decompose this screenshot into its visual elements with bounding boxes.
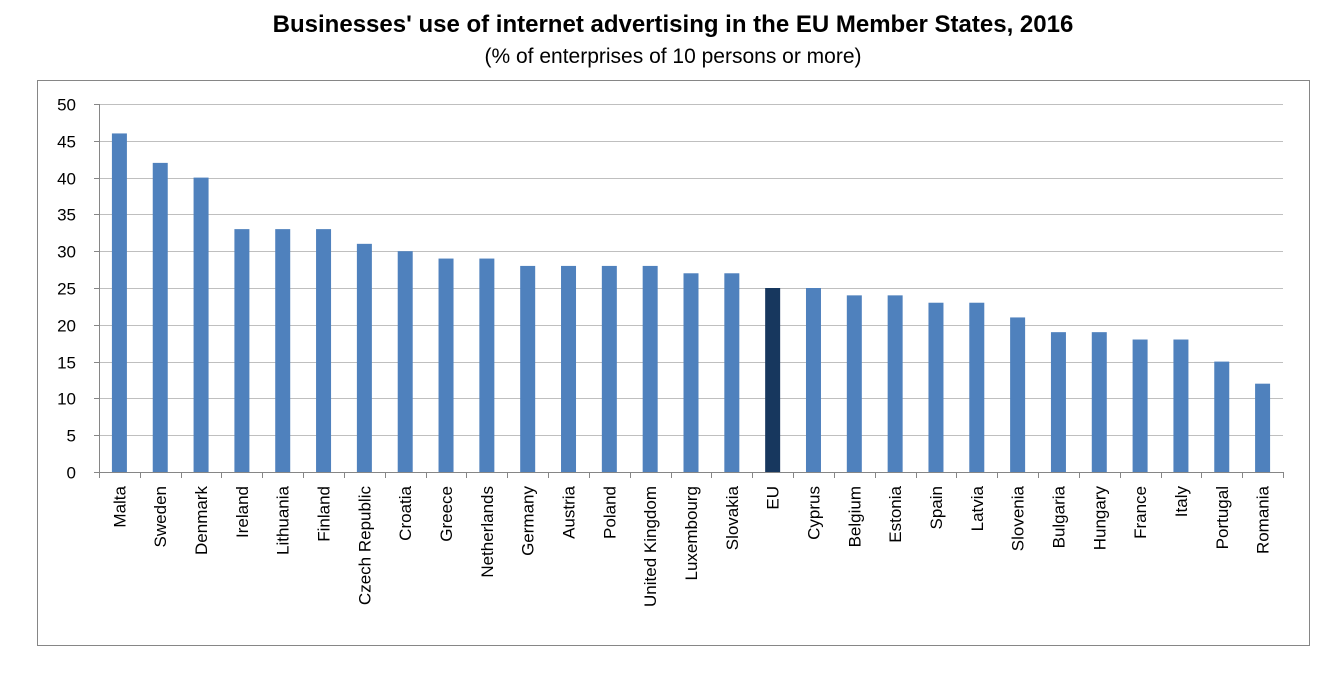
bar-austria	[561, 265, 577, 472]
bar-malta	[111, 133, 127, 472]
x-tick-label: Portugal	[1213, 486, 1232, 549]
bar-denmark	[193, 177, 209, 472]
x-tick-label: Slovenia	[1009, 485, 1028, 551]
x-tick-label: Belgium	[845, 486, 864, 547]
x-tick-label: Finland	[315, 486, 334, 542]
bar-lithuania	[275, 229, 291, 472]
x-tick-label: Romania	[1254, 485, 1273, 554]
y-tick-label: 50	[57, 96, 76, 115]
x-tick-label: United Kingdom	[641, 486, 660, 607]
x-tick-label: Estonia	[886, 485, 905, 542]
bar-eu	[765, 288, 781, 472]
x-tick-label: Greece	[437, 486, 456, 542]
bar-spain	[928, 302, 944, 472]
y-tick-label: 20	[57, 317, 76, 336]
x-tick-label: Hungary	[1090, 486, 1109, 551]
x-tick-label: Denmark	[192, 486, 211, 555]
bar-latvia	[969, 302, 985, 472]
bar-belgium	[846, 295, 862, 472]
bars	[111, 133, 1271, 472]
y-tick-label: 5	[67, 427, 76, 446]
bar-italy	[1173, 339, 1189, 472]
bar-finland	[316, 229, 332, 472]
x-tick-label: Croatia	[396, 485, 415, 540]
bar-slovakia	[724, 273, 740, 472]
x-tick-label: Italy	[1172, 486, 1191, 518]
bar-romania	[1255, 383, 1271, 472]
x-tick-label: Czech Republic	[355, 486, 374, 606]
bar-united-kingdom	[642, 265, 658, 472]
x-tick-label: Austria	[560, 485, 579, 538]
bar-poland	[601, 265, 617, 472]
chart-frame	[37, 80, 1310, 646]
x-tick-label: Ireland	[233, 486, 252, 538]
x-tick-label: Germany	[519, 486, 538, 556]
x-tick-label: EU	[764, 486, 783, 510]
x-tick-label: Lithuania	[274, 485, 293, 555]
x-tick-label: Sweden	[151, 486, 170, 547]
bar-greece	[438, 258, 454, 472]
bar-cyprus	[805, 288, 821, 472]
x-tick-label: Malta	[110, 485, 129, 527]
x-tick-label: Cyprus	[804, 486, 823, 540]
bar-hungary	[1091, 332, 1107, 472]
bar-bulgaria	[1050, 332, 1066, 472]
y-tick-label: 35	[57, 206, 76, 225]
y-tick-label: 0	[67, 464, 76, 483]
bar-slovenia	[1010, 317, 1026, 472]
chart-subtitle: (% of enterprises of 10 persons or more)	[484, 45, 862, 68]
x-tick-label: Netherlands	[478, 486, 497, 578]
axes	[94, 104, 1284, 478]
y-tick-labels: 0 5 10 15 20 25 30 35 40 45 50	[57, 96, 76, 483]
bar-sweden	[152, 162, 168, 472]
y-tick-label: 45	[57, 133, 76, 152]
bar-portugal	[1214, 361, 1230, 472]
y-tick-label: 15	[57, 354, 76, 373]
bar-ireland	[234, 229, 250, 472]
x-tick-label: Bulgaria	[1049, 485, 1068, 548]
y-tick-label: 10	[57, 390, 76, 409]
bar-czech-republic	[356, 243, 372, 472]
x-tick-label: Slovakia	[723, 485, 742, 550]
x-tick-label: Luxembourg	[682, 486, 701, 581]
y-tick-label: 30	[57, 243, 76, 262]
chart-title: Businesses' use of internet advertising …	[272, 11, 1074, 38]
bar-france	[1132, 339, 1148, 472]
x-tick-labels: Malta Sweden Denmark Ireland Lithuania Finlan…	[110, 485, 1272, 607]
x-tick-label: Poland	[600, 486, 619, 539]
y-tick-label: 40	[57, 170, 76, 189]
x-tick-label: France	[1131, 486, 1150, 539]
bar-luxembourg	[683, 273, 699, 472]
x-tick-label: Spain	[927, 486, 946, 529]
bar-croatia	[397, 251, 413, 472]
bar-estonia	[887, 295, 903, 472]
x-tick-label: Latvia	[968, 485, 987, 531]
bar-germany	[520, 265, 536, 472]
bar-netherlands	[479, 258, 495, 472]
y-tick-label: 25	[57, 280, 76, 299]
